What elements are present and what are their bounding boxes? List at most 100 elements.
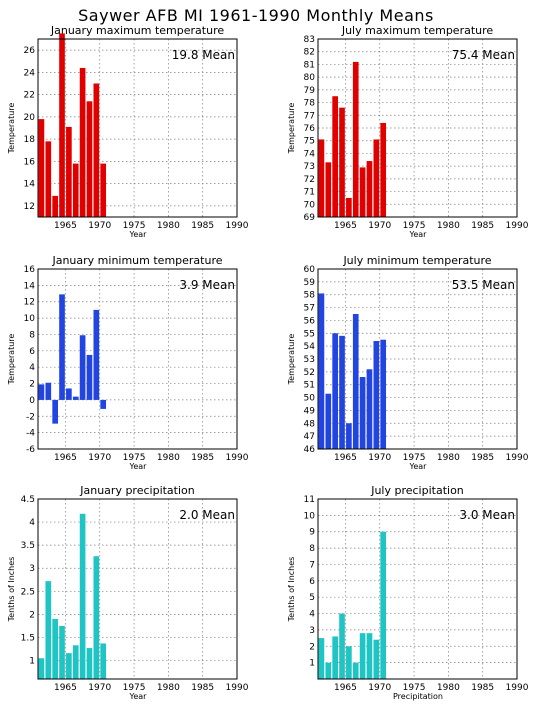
plot-frame	[37, 498, 238, 680]
data-bar	[100, 399, 107, 409]
y-tick-label: -2	[26, 412, 35, 422]
y-tick-label: 75	[304, 137, 315, 147]
y-tick-label: -6	[26, 445, 35, 455]
y-tick-label: 3.5	[21, 541, 35, 551]
plot-frame	[317, 38, 518, 218]
chart-title: July precipitation	[370, 484, 464, 497]
y-tick-label: 60	[304, 265, 316, 275]
y-tick-label: 50	[304, 394, 316, 404]
y-tick-label: 48	[304, 419, 316, 429]
data-bar	[352, 61, 359, 218]
y-tick-label: 76	[304, 124, 316, 134]
data-bar	[38, 119, 45, 217]
data-bar	[380, 339, 387, 449]
y-tick-label: 9	[309, 528, 315, 538]
x-tick-label: 1980	[157, 683, 180, 693]
data-bar	[373, 139, 380, 217]
x-tick-label: 1970	[88, 221, 111, 231]
data-bar	[366, 369, 373, 449]
x-tick-label: 1990	[506, 453, 529, 463]
x-tick-label: 1980	[157, 453, 180, 463]
x-tick-label: 1985	[471, 453, 494, 463]
x-tick-label: 1985	[471, 221, 494, 231]
plot-frame	[37, 38, 238, 218]
data-bar	[359, 633, 366, 679]
x-tick-label: 1980	[437, 683, 460, 693]
x-tick-label: 1985	[191, 221, 214, 231]
data-bar	[325, 393, 332, 449]
x-tick-label: 1975	[123, 221, 146, 231]
data-bar	[325, 662, 332, 679]
y-tick-label: 80	[304, 73, 316, 83]
data-bar	[38, 658, 45, 679]
plot-frame	[37, 268, 238, 450]
chart-title: July maximum temperature	[341, 24, 494, 37]
data-bar	[318, 139, 325, 217]
y-tick-label: 79	[304, 86, 316, 96]
y-tick-label: 46	[304, 445, 316, 455]
data-bar	[59, 294, 65, 400]
x-tick-label: 1990	[226, 453, 249, 463]
y-tick-label: 3	[309, 626, 315, 636]
x-axis-label: Year	[129, 462, 148, 471]
chart-title: July minimum temperature	[342, 254, 491, 267]
x-axis-label: Year	[409, 462, 428, 471]
x-axis-label: Year	[409, 230, 428, 239]
data-bar	[339, 335, 345, 449]
data-bar	[366, 161, 373, 217]
x-tick-label: 1970	[368, 221, 391, 231]
data-bar	[332, 636, 338, 679]
y-tick-label: 18	[24, 135, 36, 145]
x-tick-label: 1990	[506, 221, 529, 231]
data-bar	[86, 354, 93, 400]
y-tick-label: 47	[304, 432, 315, 442]
x-tick-label: 1980	[157, 221, 180, 231]
y-tick-label: 4	[29, 518, 35, 528]
x-axis-label: Year	[129, 230, 148, 239]
y-tick-label: 57	[304, 304, 315, 314]
data-bar	[86, 648, 93, 679]
y-tick-label: 2.5	[21, 587, 35, 597]
data-bar	[79, 513, 86, 679]
x-tick-label: 1975	[403, 453, 426, 463]
y-tick-label: 81	[304, 60, 315, 70]
y-tick-label: 73	[304, 162, 315, 172]
y-tick-label: 55	[304, 329, 315, 339]
data-bar	[352, 314, 359, 449]
chart-panel: July minimum temperature 1965 1970 1975 1980…	[287, 254, 529, 471]
x-axis-label: Precipitation	[393, 692, 443, 701]
data-bar	[38, 384, 45, 400]
y-tick-label: 8	[29, 330, 35, 340]
data-bar	[72, 163, 79, 217]
data-bar	[93, 83, 100, 217]
data-bar	[45, 141, 52, 217]
y-axis-label: Tenths of Inches	[7, 557, 16, 623]
x-tick-label: 1975	[403, 221, 426, 231]
data-bar	[66, 126, 72, 217]
y-tick-label: 2	[29, 610, 35, 620]
y-tick-label: 0	[29, 396, 35, 406]
chart-panel: January maximum temperature 1965 1970 1975 1…	[7, 24, 249, 239]
y-axis-label: Temperature	[7, 334, 16, 386]
mean-annotation: 2.0 Mean	[179, 508, 235, 522]
x-tick-label: 1965	[54, 221, 77, 231]
y-tick-label: 3	[29, 564, 35, 574]
data-bar	[366, 633, 373, 679]
y-tick-label: 54	[304, 342, 316, 352]
y-tick-label: 49	[304, 406, 316, 416]
y-tick-label: 6	[29, 347, 35, 357]
y-tick-label: 69	[304, 213, 316, 223]
data-bar	[339, 613, 345, 679]
y-tick-label: 11	[304, 495, 315, 505]
y-axis-label: Tenths of Inches	[287, 557, 296, 623]
y-tick-label: 77	[304, 111, 315, 121]
y-tick-label: 59	[304, 278, 316, 288]
chart-panel: July maximum temperature 1965 1970 1975 1980…	[287, 24, 529, 239]
y-tick-label: 70	[304, 200, 316, 210]
y-axis-label: Temperature	[7, 103, 16, 155]
mean-annotation: 3.9 Mean	[179, 278, 235, 292]
y-tick-label: 2	[309, 642, 315, 652]
x-tick-label: 1970	[88, 683, 111, 693]
data-bar	[359, 377, 366, 449]
y-tick-label: 58	[304, 291, 316, 301]
